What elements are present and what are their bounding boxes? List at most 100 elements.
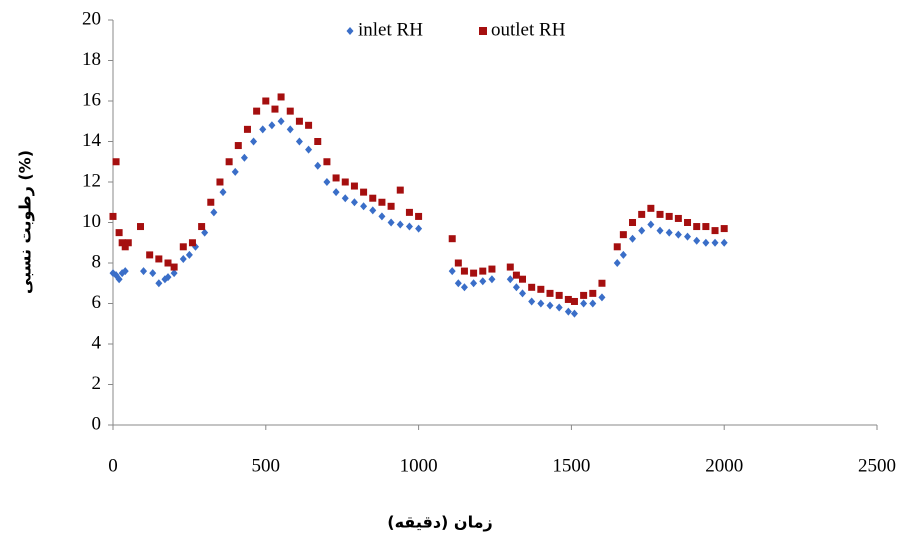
point (231, 167, 239, 176)
point (638, 226, 646, 235)
point (580, 299, 588, 308)
point (271, 105, 279, 113)
point (711, 238, 719, 247)
point (684, 232, 692, 241)
point (506, 263, 514, 271)
point (470, 269, 478, 277)
point (479, 277, 487, 286)
point (332, 174, 340, 182)
point (369, 194, 377, 202)
y-tick-label: 10 (82, 211, 101, 232)
point (155, 279, 163, 288)
point (179, 243, 187, 251)
point (537, 285, 545, 293)
point (201, 228, 209, 237)
point (684, 219, 692, 226)
point (488, 265, 496, 273)
y-axis-label: رطوبت نسبی (%) (16, 150, 35, 294)
point (121, 243, 129, 251)
point (506, 275, 514, 284)
x-tick-label: 2000 (705, 455, 743, 476)
point (396, 186, 404, 194)
point (537, 299, 545, 308)
point (286, 125, 294, 134)
point (674, 214, 682, 222)
point (647, 204, 655, 212)
point (250, 137, 258, 146)
point (314, 138, 322, 145)
point (613, 259, 621, 267)
point (387, 218, 395, 227)
point (589, 299, 597, 308)
point (564, 295, 572, 303)
point (519, 275, 527, 283)
point (360, 202, 368, 211)
point (598, 279, 606, 287)
point (454, 279, 462, 288)
point (207, 198, 215, 206)
point (378, 198, 386, 206)
point (170, 269, 178, 278)
y-tick-label: 18 (82, 49, 101, 70)
point (656, 210, 664, 218)
x-tick-label: 1500 (552, 455, 590, 476)
point (350, 182, 358, 190)
point (112, 158, 120, 166)
point (121, 267, 129, 276)
point (164, 273, 172, 282)
point (219, 188, 227, 197)
point (454, 259, 462, 267)
y-tick-label: 2 (92, 373, 102, 394)
point (702, 238, 710, 247)
point (234, 142, 242, 150)
point (720, 238, 728, 247)
point (702, 223, 710, 231)
point (216, 178, 224, 186)
y-tick-label: 16 (82, 89, 101, 110)
point (198, 223, 206, 231)
point (470, 279, 478, 288)
point (570, 309, 578, 318)
point (512, 283, 520, 292)
point (210, 208, 218, 217)
point (598, 293, 606, 302)
point (629, 234, 637, 243)
point (277, 117, 285, 126)
point (115, 229, 123, 237)
point (665, 228, 673, 237)
point (564, 307, 572, 316)
point (137, 223, 145, 231)
legend-label: outlet RH (491, 19, 566, 40)
legend-label: inlet RH (358, 19, 423, 40)
point (405, 222, 413, 231)
y-tick-label: 4 (92, 332, 102, 353)
point (589, 289, 597, 297)
point (519, 289, 527, 298)
point (259, 125, 267, 134)
y-tick-label: 14 (82, 130, 102, 151)
point (528, 283, 536, 291)
point (638, 210, 646, 218)
point (341, 194, 349, 203)
point (286, 107, 294, 115)
y-tick-label: 6 (92, 292, 102, 313)
point (378, 212, 386, 221)
y-tick-label: 0 (92, 413, 102, 434)
point (118, 239, 126, 247)
point (115, 275, 123, 284)
point (185, 250, 193, 259)
point (656, 226, 664, 235)
point (546, 289, 554, 297)
legend-marker (479, 27, 487, 35)
point (341, 178, 349, 186)
point (665, 212, 673, 220)
x-tick-label: 1000 (400, 455, 438, 476)
point (164, 259, 172, 267)
point (243, 125, 251, 133)
point (387, 202, 395, 210)
point (555, 303, 563, 312)
point (448, 235, 456, 243)
point (360, 188, 368, 196)
x-tick-label: 500 (252, 455, 281, 476)
